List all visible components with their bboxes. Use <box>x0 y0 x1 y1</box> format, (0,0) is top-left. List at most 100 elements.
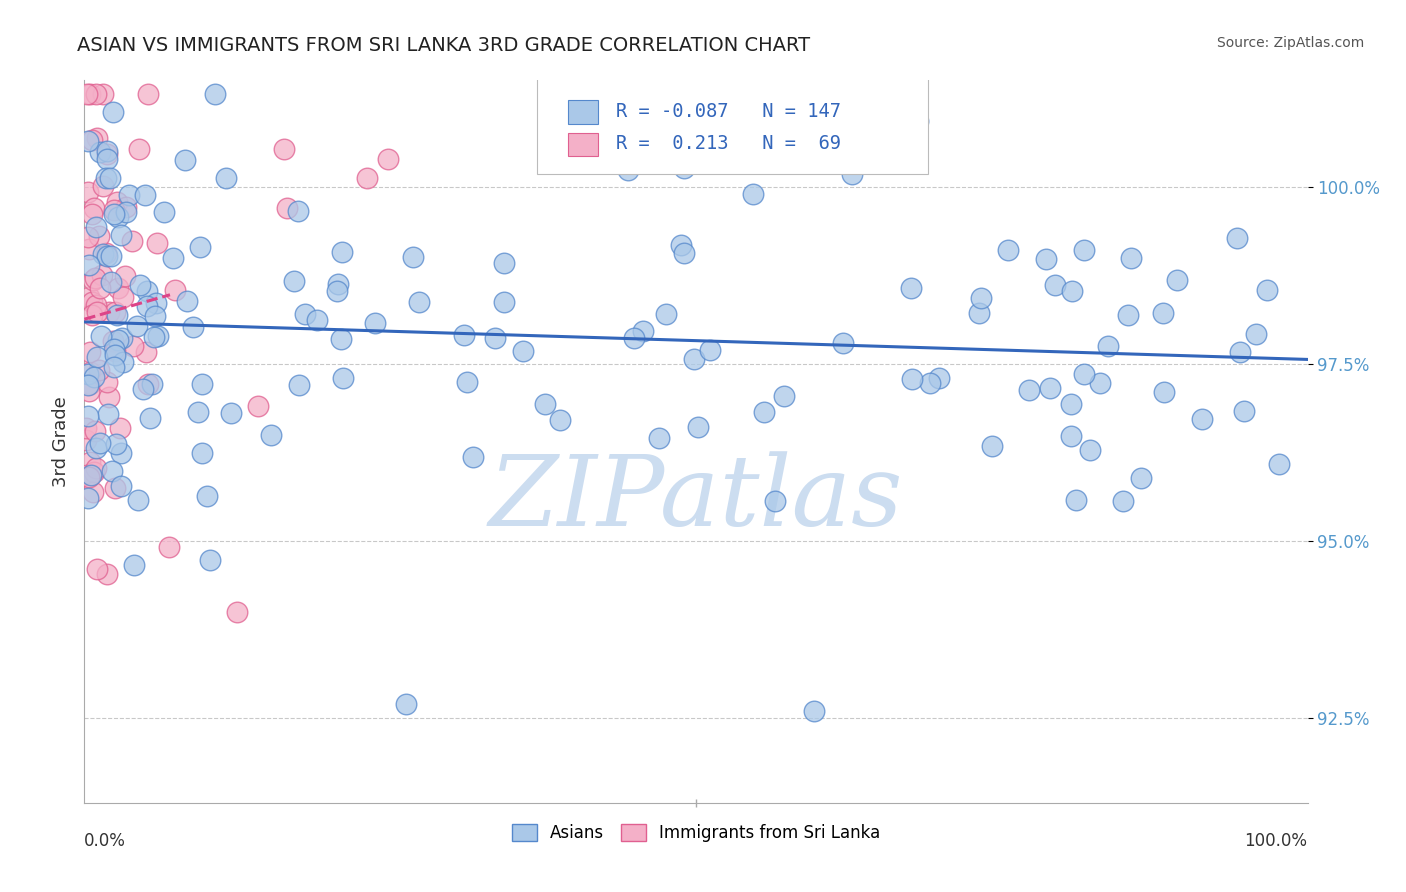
Point <box>1039 381 1062 395</box>
Point <box>79 366 101 380</box>
Point <box>91 246 114 260</box>
Point <box>104 481 127 495</box>
Point <box>108 421 131 435</box>
Point <box>103 334 125 348</box>
Point <box>219 406 242 420</box>
Point <box>1191 412 1213 426</box>
Point <box>104 305 127 319</box>
Point <box>77 368 100 382</box>
Point <box>377 152 399 166</box>
Point <box>91 87 114 102</box>
Point <box>121 234 143 248</box>
Point <box>76 467 98 482</box>
Point <box>107 333 129 347</box>
Point <box>84 424 107 438</box>
Point <box>79 243 101 257</box>
FancyBboxPatch shape <box>537 77 928 174</box>
Point <box>1152 306 1174 320</box>
Point <box>79 345 101 359</box>
Point <box>84 460 107 475</box>
Point <box>80 308 103 322</box>
Point <box>114 200 136 214</box>
Point <box>484 331 506 345</box>
Point <box>104 348 127 362</box>
Point <box>287 204 309 219</box>
Point <box>330 245 353 260</box>
Point <box>135 299 157 313</box>
Point <box>672 246 695 260</box>
FancyBboxPatch shape <box>568 100 598 124</box>
Point <box>1116 308 1139 322</box>
Point <box>87 229 110 244</box>
Point <box>456 375 478 389</box>
Point <box>79 384 101 398</box>
Point <box>118 188 141 202</box>
Point <box>1229 345 1251 359</box>
Point <box>142 330 165 344</box>
Point <box>1166 273 1188 287</box>
Point <box>356 171 378 186</box>
Point <box>623 330 645 344</box>
Point <box>215 171 238 186</box>
Text: 0.0%: 0.0% <box>84 831 127 850</box>
Point <box>96 567 118 582</box>
Point <box>125 318 148 333</box>
Point <box>100 464 122 478</box>
Point <box>105 308 128 322</box>
Point <box>86 305 108 319</box>
Point <box>96 147 118 161</box>
Text: ASIAN VS IMMIGRANTS FROM SRI LANKA 3RD GRADE CORRELATION CHART: ASIAN VS IMMIGRANTS FROM SRI LANKA 3RD G… <box>77 36 810 54</box>
Point <box>146 236 169 251</box>
Point <box>136 377 159 392</box>
Point <box>672 161 695 175</box>
Point <box>1226 231 1249 245</box>
Point <box>135 345 157 359</box>
Point <box>305 312 328 326</box>
Point <box>188 240 211 254</box>
Point <box>110 446 132 460</box>
Point <box>204 87 226 102</box>
Point <box>970 291 993 305</box>
Point <box>115 204 138 219</box>
Point <box>283 274 305 288</box>
Point <box>741 186 763 201</box>
Point <box>273 142 295 156</box>
Legend: Asians, Immigrants from Sri Lanka: Asians, Immigrants from Sri Lanka <box>505 817 887 848</box>
Point <box>332 371 354 385</box>
Point <box>176 294 198 309</box>
Point <box>1153 384 1175 399</box>
Point <box>77 378 100 392</box>
Point <box>191 376 214 391</box>
Point <box>512 343 534 358</box>
Point <box>107 281 129 295</box>
Point <box>550 413 572 427</box>
Point <box>453 328 475 343</box>
Point <box>79 290 101 304</box>
Point <box>1018 383 1040 397</box>
Point <box>129 277 152 292</box>
Point <box>288 377 311 392</box>
Text: R =  0.213   N =  69: R = 0.213 N = 69 <box>616 135 841 153</box>
Point <box>100 171 122 186</box>
Point <box>82 294 104 309</box>
Point <box>103 203 125 218</box>
Point <box>153 204 176 219</box>
Point <box>688 420 710 434</box>
Point <box>90 329 112 343</box>
Point <box>1121 251 1143 265</box>
Point <box>80 467 103 482</box>
Point <box>1233 404 1256 418</box>
Point <box>97 305 120 319</box>
FancyBboxPatch shape <box>568 133 598 156</box>
Point <box>86 350 108 364</box>
Point <box>402 250 425 264</box>
Point <box>136 284 159 298</box>
Point <box>494 295 516 310</box>
Point <box>96 246 118 260</box>
Point <box>97 408 120 422</box>
Point <box>79 87 101 102</box>
Text: ZIPatlas: ZIPatlas <box>489 451 903 547</box>
Point <box>84 220 107 235</box>
Point <box>89 435 111 450</box>
Point <box>91 268 114 282</box>
